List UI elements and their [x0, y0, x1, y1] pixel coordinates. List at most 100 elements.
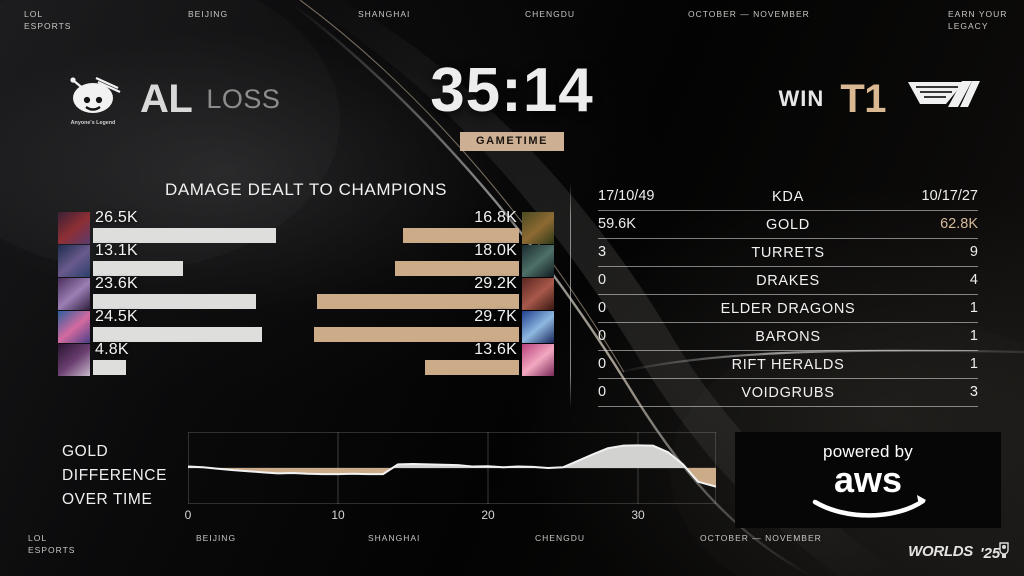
broadcast-marquee-bottom: LOL ESPORTS BEIJING SHANGHAI CHENGDU OCTOBER… [0, 532, 1024, 576]
panel-divider [570, 184, 571, 406]
gold-difference-title: GOLD DIFFERENCE OVER TIME [62, 440, 182, 512]
stat-value-right: 1 [969, 356, 978, 373]
stat-value-right: 3 [969, 384, 978, 401]
stat-label: BARONS [755, 328, 821, 345]
damage-bar-right [403, 228, 519, 243]
damage-row: 23.6K 29.2K [46, 275, 566, 311]
aws-powered-by-text: powered by [823, 442, 913, 461]
champion-portrait-left [58, 212, 90, 244]
stat-value-right: 4 [969, 272, 978, 289]
left-team-tricode: AL [140, 77, 193, 121]
stat-value-left: 0 [598, 328, 607, 345]
gold-difference-title-line: GOLD [62, 443, 109, 460]
marquee-item: LOL ESPORTS [28, 533, 76, 556]
stat-label: ELDER DRAGONS [720, 300, 856, 317]
champion-portrait-left [58, 311, 90, 343]
champion-portrait-right [522, 245, 554, 277]
stat-label: RIFT HERALDS [731, 356, 845, 373]
damage-value-left: 26.5K [95, 209, 138, 226]
stat-value-left: 0 [598, 300, 607, 317]
champion-portrait-right [522, 344, 554, 376]
gametime-badge: GAMETIME [459, 132, 565, 151]
chart-area-negative [188, 468, 716, 487]
gold-difference-title-line: DIFFERENCE [62, 467, 168, 484]
damage-bar-left [93, 327, 263, 342]
stat-value-right: 9 [969, 244, 978, 261]
damage-bar-left [93, 228, 276, 243]
stat-row: 0 BARONS 1 [598, 323, 978, 351]
damage-value-right: 16.8K [474, 209, 517, 226]
game-timer: 35:14 [430, 56, 594, 125]
damage-value-right: 18.0K [474, 242, 517, 259]
damage-value-right: 29.2K [474, 275, 517, 292]
stat-row: 0 DRAKES 4 [598, 267, 978, 295]
damage-panel-title: DAMAGE DEALT TO CHAMPIONS [164, 180, 448, 199]
stat-value-left: 0 [598, 356, 607, 373]
aws-wordmark-icon: aws [812, 460, 926, 518]
damage-row: 26.5K 16.8K [46, 209, 566, 245]
svg-text:aws: aws [834, 460, 902, 500]
chart-xtick-label: 20 [481, 508, 495, 522]
worlds-logo: WORLDS '25 [908, 538, 1010, 564]
chart-area-positive [188, 445, 716, 468]
right-team-logo [902, 68, 984, 130]
damage-row: 13.1K 18.0K [46, 242, 566, 278]
marquee-item: CHENGDU [535, 533, 585, 543]
marquee-item: OCTOBER — NOVEMBER [700, 533, 822, 543]
chart-xtick-label: 10 [331, 508, 345, 522]
damage-value-right: 13.6K [474, 341, 517, 358]
damage-bar-left [93, 294, 256, 309]
marquee-item: SHANGHAI [358, 9, 411, 19]
damage-bar-right [425, 360, 519, 375]
chart-line [187, 444, 717, 488]
damage-bar-rows: 26.5K 16.8K 13.1K 18.0K 23.6K 29.2K 24.5K 29.7K… [46, 209, 566, 377]
right-team-tricode: T1 [840, 77, 886, 121]
champion-portrait-right [522, 311, 554, 343]
left-team-result: LOSS [206, 83, 281, 114]
objective-stats-panel: 17/10/49 KDA 10/17/27 59.6K GOLD 62.8K 3 TURRET… [598, 183, 978, 407]
chart-xtick-label: 30 [631, 508, 645, 522]
damage-value-left: 4.8K [95, 341, 129, 358]
marquee-item: OCTOBER — NOVEMBER [688, 9, 810, 19]
champion-portrait-right [522, 278, 554, 310]
marquee-item: SHANGHAI [368, 533, 421, 543]
gold-difference-chart [187, 431, 717, 505]
stat-label: GOLD [766, 216, 810, 233]
stat-row: 0 VOIDGRUBS 3 [598, 379, 978, 407]
stat-value-right: 1 [969, 328, 978, 345]
gold-difference-title-line: OVER TIME [62, 491, 153, 508]
stat-value-right: 10/17/27 [921, 188, 978, 205]
stat-row: 0 RIFT HERALDS 1 [598, 351, 978, 379]
worlds-trophy-icon: '25 [980, 542, 1009, 562]
damage-value-left: 24.5K [95, 308, 138, 325]
left-team-logo-caption: Anyone's Legend [71, 120, 116, 126]
game-timer-block: 35:14 GAMETIME [362, 60, 662, 151]
marquee-item: CHENGDU [525, 9, 575, 19]
damage-value-left: 13.1K [95, 242, 138, 259]
marquee-item: LOL ESPORTS [24, 9, 72, 32]
champion-portrait-right [522, 212, 554, 244]
stat-row: 17/10/49 KDA 10/17/27 [598, 183, 978, 211]
stat-value-right: 62.8K [940, 216, 978, 233]
stat-label: TURRETS [751, 244, 825, 261]
stat-label: VOIDGRUBS [741, 384, 835, 401]
stat-row: 3 TURRETS 9 [598, 239, 978, 267]
champion-portrait-left [58, 344, 90, 376]
right-team-block: WIN T1 [644, 66, 984, 132]
gold-difference-xaxis: 0 10 20 30 [184, 508, 716, 526]
damage-bar-right [314, 327, 519, 342]
stat-value-left: 0 [598, 384, 607, 401]
damage-dealt-panel: DAMAGE DEALT TO CHAMPIONS 26.5K 16.8K 13.1… [46, 180, 566, 412]
damage-value-left: 23.6K [95, 275, 138, 292]
damage-bar-left [93, 261, 184, 276]
aws-sponsor-logo: powered by aws [735, 432, 1001, 528]
chart-xtick-label: 0 [184, 508, 192, 522]
damage-bar-left [93, 360, 127, 375]
right-team-result: WIN [778, 86, 825, 111]
damage-bar-right [394, 261, 519, 276]
left-team-block: Anyone's Legend AL LOSS [60, 66, 390, 132]
stat-value-left: 0 [598, 272, 607, 289]
stat-label: DRAKES [756, 272, 820, 289]
champion-portrait-left [58, 278, 90, 310]
marquee-item: EARN YOUR LEGACY [948, 9, 1008, 32]
